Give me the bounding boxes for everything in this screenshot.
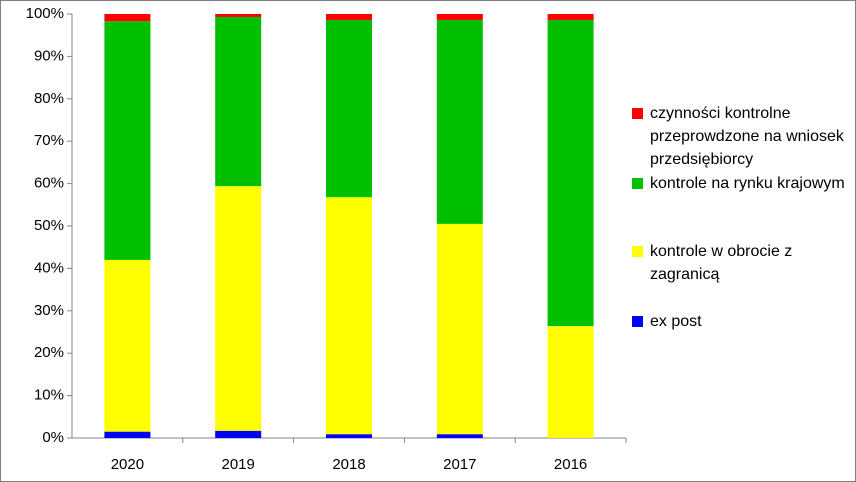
legend-entry: ex post: [632, 310, 852, 333]
x-tick-label: 2016: [554, 456, 587, 473]
legend-entry: kontrole w obrocie z zagranicą: [632, 240, 852, 286]
bar-segment: [436, 434, 483, 438]
y-tick-label: 30%: [34, 302, 64, 319]
x-tick-label: 2020: [111, 456, 144, 473]
legend-swatch: [632, 246, 643, 257]
legend-label: czynności kontrolne przeprowdzone na wni…: [650, 105, 844, 168]
bar-segment: [104, 259, 151, 432]
y-tick-label: 50%: [34, 217, 64, 234]
y-tick-label: 20%: [34, 344, 64, 361]
legend-label: kontrole w obrocie z zagranicą: [650, 243, 793, 283]
x-tick-label: 2017: [443, 456, 476, 473]
y-tick-label: 90%: [34, 47, 64, 64]
bar-segment: [215, 14, 262, 17]
y-tick-label: 100%: [26, 5, 64, 22]
bar-segment: [326, 197, 372, 435]
legend-label: kontrole na rynku krajowym: [650, 175, 845, 192]
legend-swatch: [632, 178, 643, 189]
legend-entry: czynności kontrolne przeprowdzone na wni…: [632, 102, 852, 171]
bar-segment: [547, 19, 594, 327]
legend-label: ex post: [650, 313, 702, 330]
y-tick-label: 0%: [42, 429, 64, 446]
x-tick-label: 2019: [222, 456, 255, 473]
x-tick-label: 2018: [332, 456, 365, 473]
bar-segment: [326, 14, 372, 20]
y-tick-label: 40%: [34, 259, 64, 276]
y-tick-label: 60%: [34, 175, 64, 192]
bar-segment: [215, 186, 262, 431]
bar-segment: [326, 434, 372, 438]
bar-segment: [547, 14, 594, 20]
bar-segment: [104, 21, 151, 260]
bar-segment: [326, 19, 372, 198]
bar-segment: [215, 16, 262, 187]
bar-segment: [436, 223, 483, 435]
bar-segment: [104, 14, 151, 22]
bar-segment: [104, 431, 151, 438]
bar-segment: [436, 19, 483, 224]
y-tick-label: 10%: [34, 387, 64, 404]
legend-swatch: [632, 316, 643, 327]
bar-segment: [436, 14, 483, 20]
y-tick-label: 80%: [34, 90, 64, 107]
bar-segment: [547, 326, 594, 438]
bar-segment: [215, 430, 262, 438]
y-tick-label: 70%: [34, 132, 64, 149]
legend-entry: kontrole na rynku krajowym: [632, 172, 852, 195]
legend-swatch: [632, 108, 643, 119]
